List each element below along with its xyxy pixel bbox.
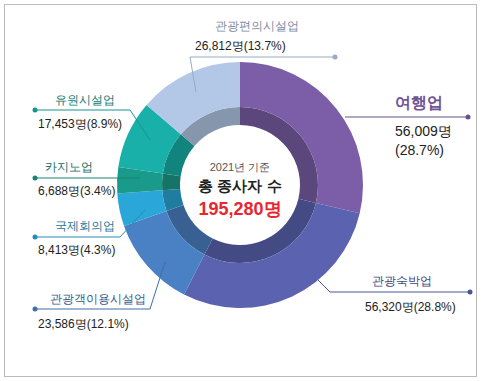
svg-text:관광편의시설업: 관광편의시설업 [215,19,299,33]
svg-text:56,009명: 56,009명 [395,123,452,139]
svg-text:23,586명(12.1%): 23,586명(12.1%) [38,317,129,331]
svg-text:관광숙박업: 관광숙박업 [372,274,432,288]
svg-text:195,280명: 195,280명 [198,199,281,219]
svg-text:17,453명(8.9%): 17,453명(8.9%) [38,117,122,131]
svg-text:유원시설업: 유원시설업 [55,93,115,107]
svg-text:2021년 기준: 2021년 기준 [210,161,271,173]
svg-text:(28.7%): (28.7%) [395,142,444,158]
svg-text:카지노업: 카지노업 [45,160,93,174]
svg-text:여행업: 여행업 [395,94,443,111]
svg-text:관광객이용시설업: 관광객이용시설업 [50,292,146,306]
svg-text:국제회의업: 국제회의업 [55,219,115,233]
svg-text:26,812명(13.7%): 26,812명(13.7%) [195,39,286,53]
svg-text:6,688명(3.4%): 6,688명(3.4%) [38,184,115,198]
svg-text:56,320명(28.8%): 56,320명(28.8%) [365,300,456,314]
svg-text:8,413명(4.3%): 8,413명(4.3%) [38,243,115,257]
svg-text:총 종사자 수: 총 종사자 수 [198,177,281,194]
